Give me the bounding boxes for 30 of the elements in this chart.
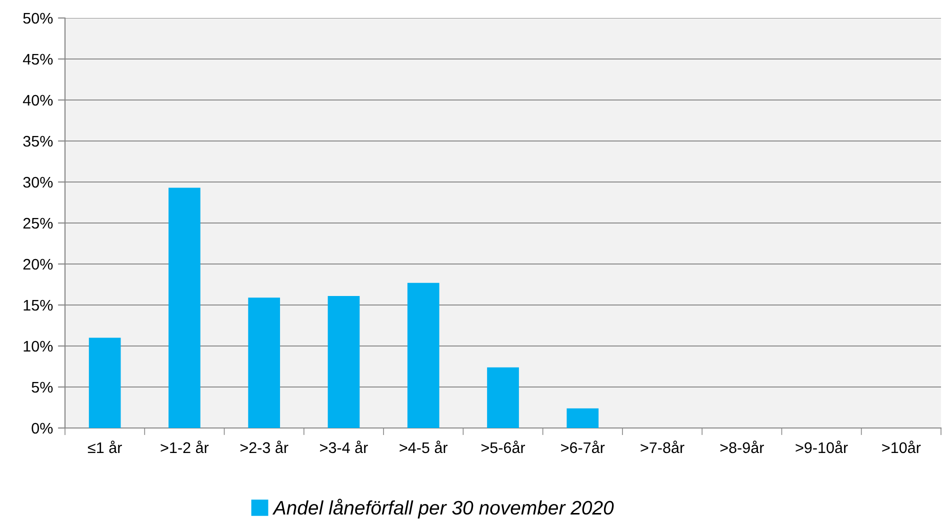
x-tick-label: >10år (882, 440, 921, 454)
y-tick-label: 15% (24, 300, 53, 311)
y-tick-label: 20% (23, 258, 53, 270)
y-tick-label: 0% (32, 422, 53, 434)
bar (407, 282, 440, 428)
bar (487, 367, 519, 428)
y-tick-label: 35% (23, 136, 53, 147)
y-tick-label: 25% (23, 218, 53, 229)
y-tick-label: 40% (22, 94, 53, 106)
x-tick-label: >1-2 år (160, 440, 209, 454)
y-tick-label: 10% (24, 340, 53, 352)
x-tick-label: >5-6år (481, 440, 526, 454)
bar (248, 298, 280, 428)
y-tick-label: 50% (23, 12, 53, 24)
y-tick-label: 30% (23, 176, 53, 188)
x-tick-label: ≤1 år (88, 440, 122, 454)
x-tick-label: >4-5 år (400, 440, 448, 454)
x-tick-label: >9-10år (796, 440, 848, 454)
y-tick-label: 45% (22, 54, 53, 65)
bar (566, 408, 599, 428)
bar (328, 296, 360, 428)
x-tick-label: >2-3 år (240, 440, 288, 454)
x-tick-label: >7-8år (640, 440, 684, 454)
legend-label: Andel låneförfall per 30 november 2020 (272, 498, 614, 519)
x-tick-label: >6-7år (561, 440, 605, 454)
y-tick-label: 5% (32, 382, 53, 393)
bar (88, 338, 121, 428)
x-tick-label: >3-4 år (320, 440, 368, 454)
bar (168, 188, 200, 428)
x-tick-label: >8-9år (720, 440, 764, 454)
